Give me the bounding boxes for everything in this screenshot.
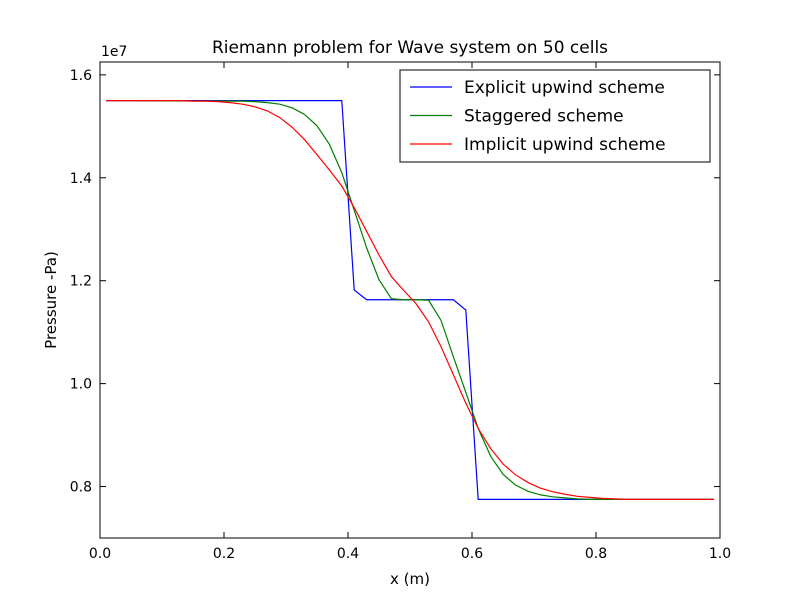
y-tick-label: 1.0 — [70, 377, 92, 393]
x-tick-label: 0.0 — [89, 546, 111, 562]
x-tick-label: 0.8 — [585, 546, 607, 562]
y-axis-label: Pressure -Pa) — [42, 251, 60, 349]
y-tick-label: 0.8 — [70, 480, 92, 496]
y-offset-label: 1e7 — [101, 44, 127, 60]
y-tick-label: 1.6 — [70, 68, 92, 84]
series-line-3 — [106, 99, 714, 501]
legend-label: Explicit upwind scheme — [464, 78, 665, 98]
chart-title: Riemann problem for Wave system on 50 ce… — [212, 38, 608, 58]
x-tick-label: 0.2 — [213, 546, 235, 562]
series-line-2 — [106, 99, 714, 501]
x-tick-label: 1.0 — [709, 546, 731, 562]
y-tick-label: 1.4 — [70, 171, 92, 187]
x-tick-label: 0.4 — [337, 546, 359, 562]
plot-lines — [106, 99, 714, 501]
plot-frame — [99, 61, 721, 539]
legend-label: Implicit upwind scheme — [464, 135, 666, 155]
x-tick-label: 0.6 — [461, 546, 483, 562]
x-axis-label: x (m) — [390, 570, 430, 588]
y-tick-label: 1.2 — [70, 274, 92, 290]
legend-label: Staggered scheme — [464, 107, 624, 127]
legend: Explicit upwind scheme Staggered scheme Im… — [399, 69, 711, 163]
